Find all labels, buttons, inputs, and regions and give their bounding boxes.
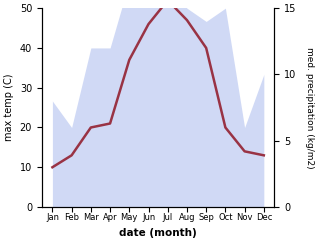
Y-axis label: max temp (C): max temp (C): [4, 74, 14, 141]
Y-axis label: med. precipitation (kg/m2): med. precipitation (kg/m2): [305, 47, 314, 168]
X-axis label: date (month): date (month): [119, 228, 197, 238]
